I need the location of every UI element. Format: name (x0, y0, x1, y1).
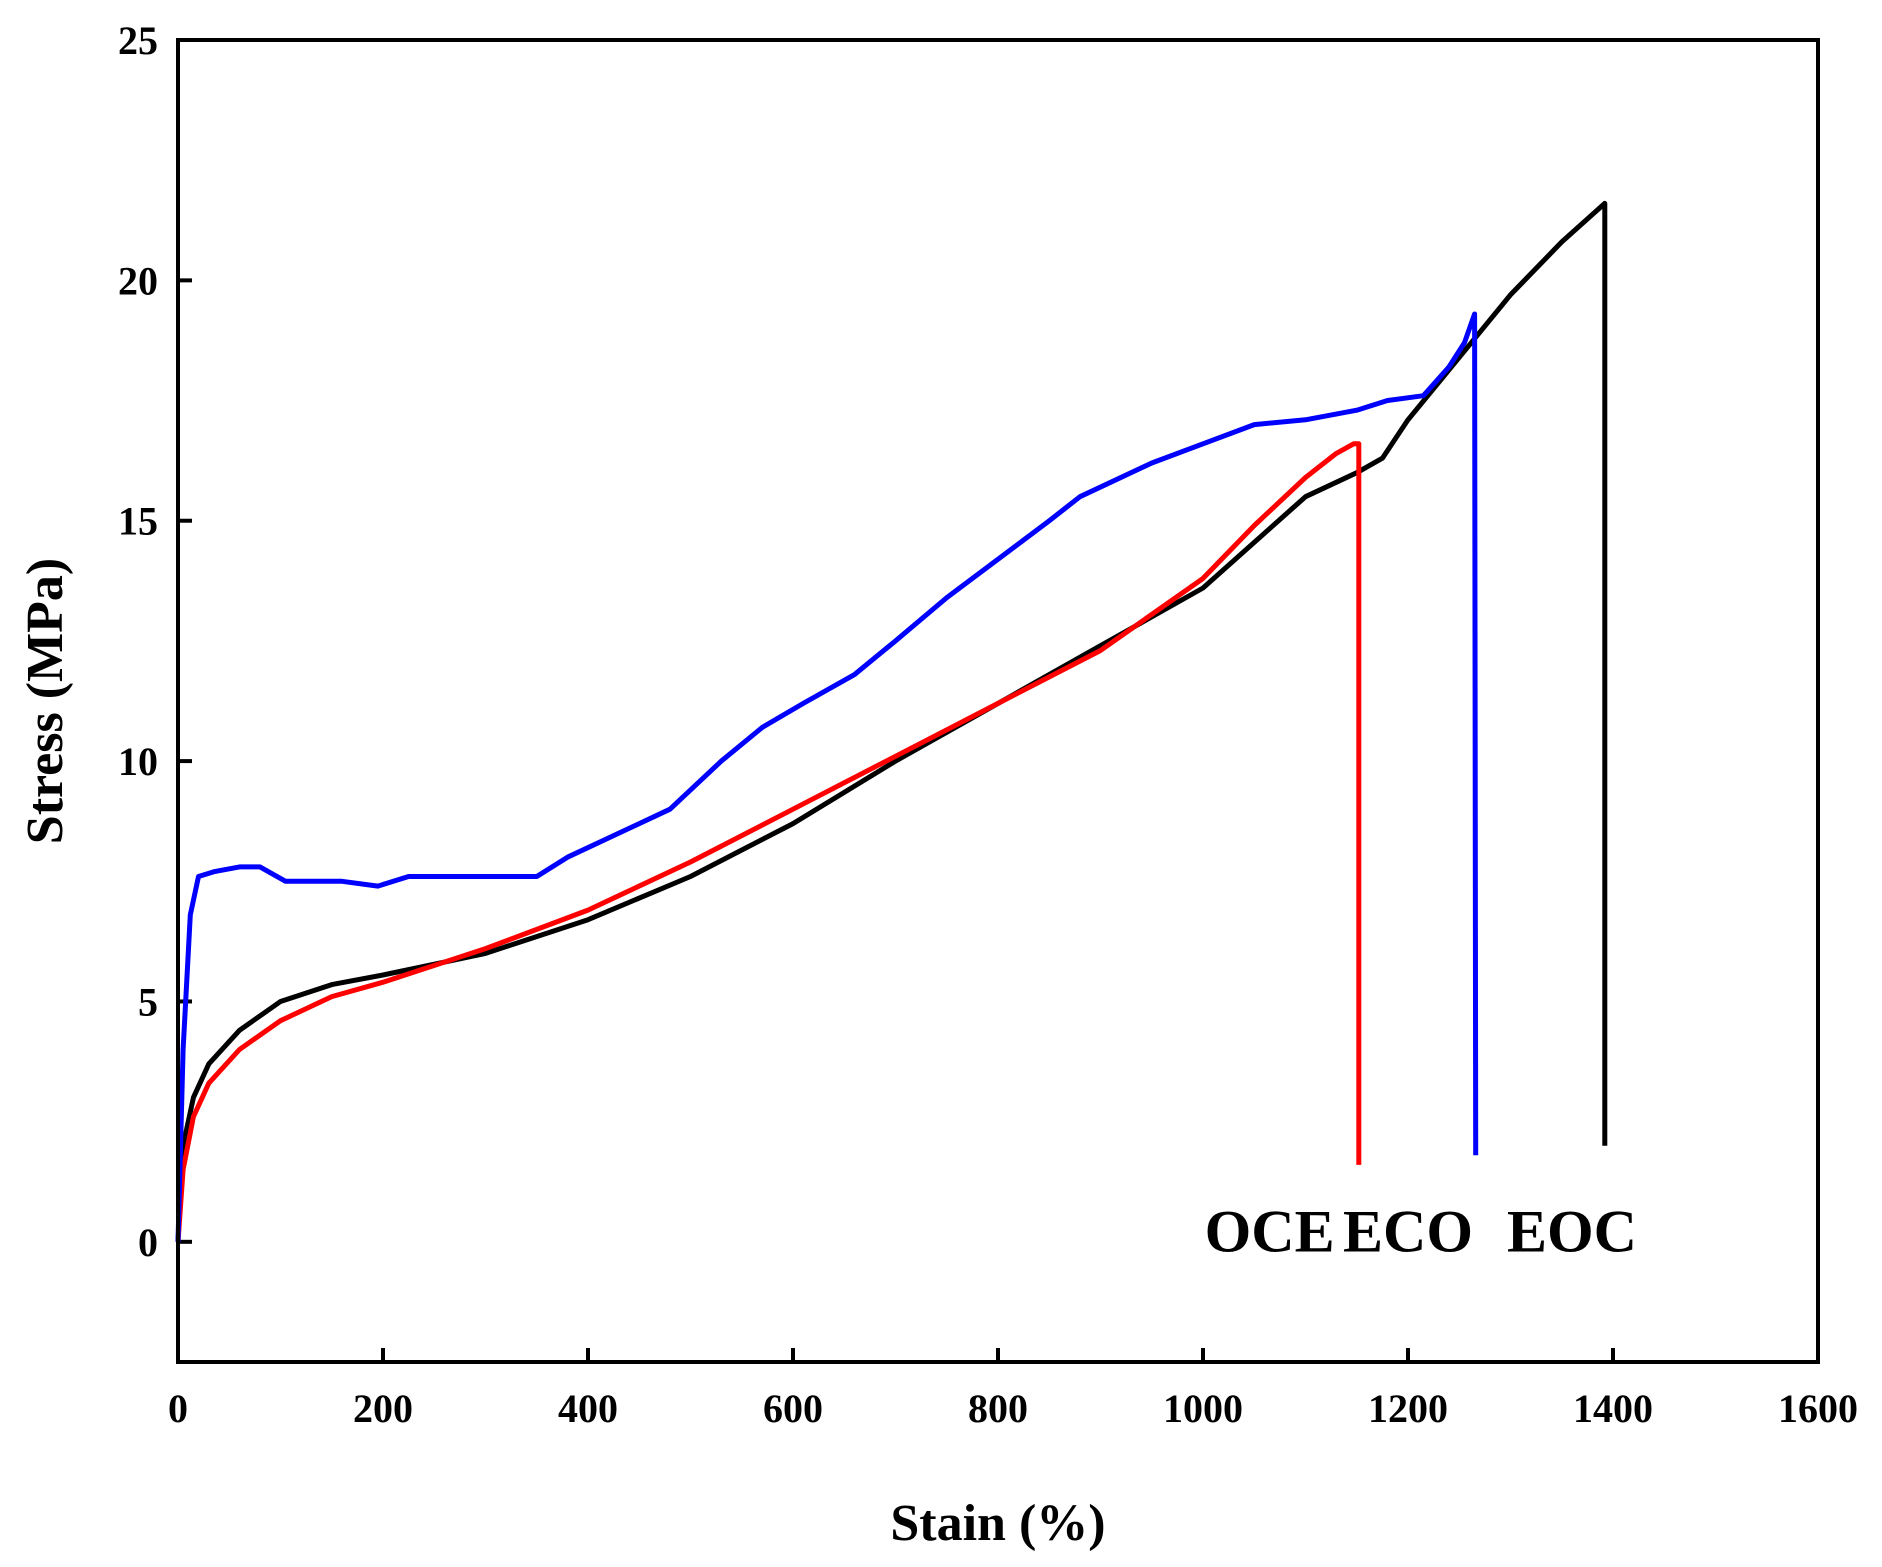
x-tick-label: 0 (168, 1386, 188, 1431)
series-label-oce: OCE (1205, 1198, 1335, 1264)
y-axis-title: Stress (MPa) (17, 558, 74, 844)
x-tick-label: 1400 (1573, 1386, 1653, 1431)
x-tick-label: 600 (763, 1386, 823, 1431)
x-tick-label: 200 (353, 1386, 413, 1431)
series-label-eoc: EOC (1507, 1198, 1637, 1264)
y-tick-label: 25 (118, 18, 158, 63)
series-line-eco (175, 311, 1479, 1242)
plot-area-frame (176, 38, 1820, 1364)
y-tick-label: 5 (138, 979, 158, 1024)
series-layer (175, 200, 1608, 1242)
series-labels: OCE ECO EOC (1205, 1198, 1637, 1264)
x-axis-ticks: 0 200 400 600 800 1000 1200 1400 1600 (168, 1348, 1858, 1431)
x-tick-label: 800 (968, 1386, 1028, 1431)
x-tick-label: 1600 (1778, 1386, 1858, 1431)
y-tick-label: 10 (118, 739, 158, 784)
x-tick-label: 1200 (1368, 1386, 1448, 1431)
series-line-eoc (175, 200, 1608, 1242)
y-tick-label: 20 (118, 258, 158, 303)
x-axis-title: Stain (%) (890, 1495, 1105, 1552)
x-tick-label: 1000 (1163, 1386, 1243, 1431)
y-tick-label: 15 (118, 499, 158, 544)
x-tick-label: 400 (558, 1386, 618, 1431)
series-line-oce (175, 441, 1362, 1242)
y-tick-label: 0 (138, 1220, 158, 1265)
series-label-eco: ECO (1343, 1198, 1473, 1264)
